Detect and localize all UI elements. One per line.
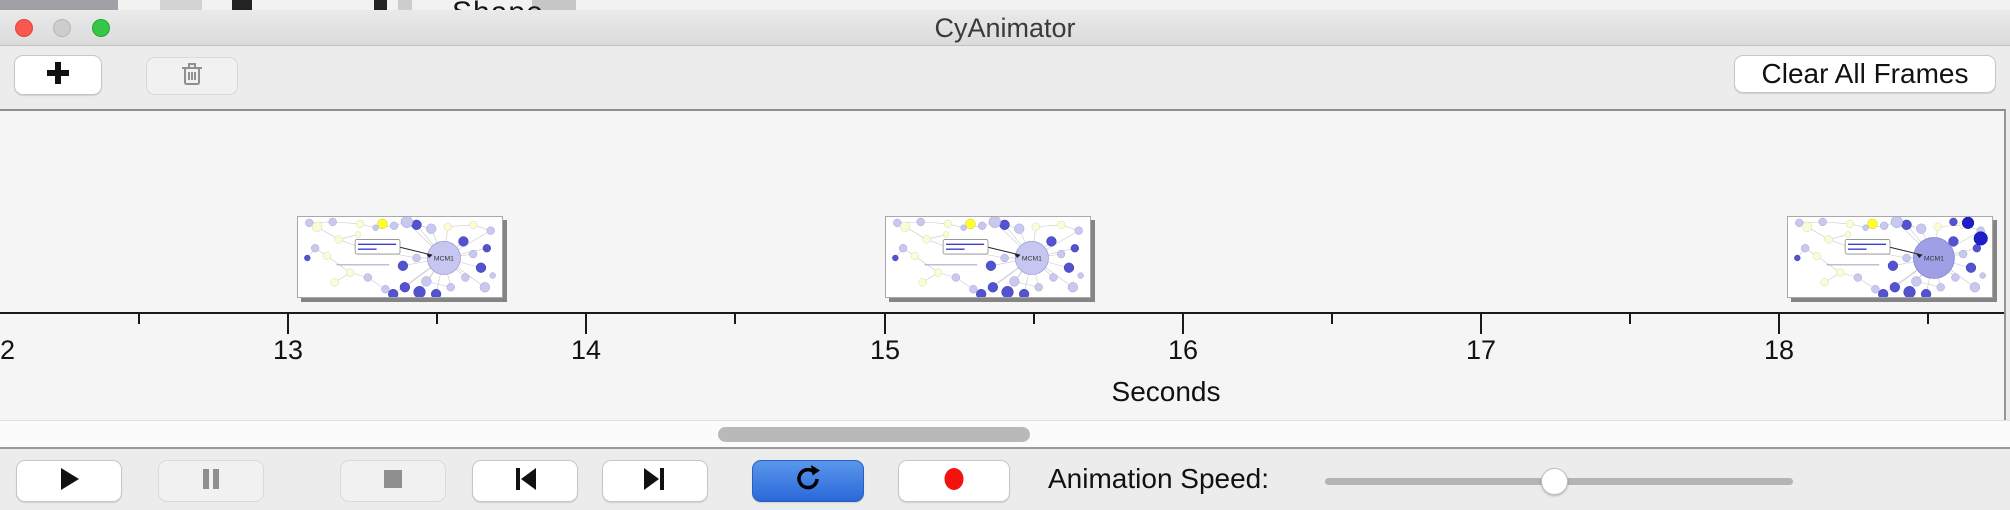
background-window-strip: Shape (0, 0, 2010, 10)
major-tick (585, 314, 587, 334)
scrollbar-thumb[interactable] (718, 427, 1030, 442)
tick-label: 17 (1465, 335, 1497, 365)
background-fragment (374, 0, 387, 10)
major-tick (884, 314, 886, 334)
speed-slider-thumb[interactable] (1541, 468, 1569, 495)
trash-icon (177, 59, 207, 94)
skip-to-end-button[interactable] (602, 460, 708, 502)
tick-label: 15 (869, 335, 901, 365)
tick-label: 18 (1763, 335, 1795, 365)
plus-icon (42, 57, 74, 94)
axis-unit-label: Seconds (1111, 376, 1221, 407)
background-fragment (532, 0, 576, 10)
background-partial-text: Shape (452, 0, 544, 10)
background-fragment (232, 0, 252, 10)
skip-end-icon (640, 465, 670, 498)
timeline-panel[interactable]: MCM1 MCM1 MCM1 2 13 14 15 16 17 18 Seconds (0, 109, 2006, 420)
animation-speed-label: Animation Speed: (1048, 463, 1270, 494)
minor-tick (1033, 314, 1035, 324)
stop-button[interactable] (340, 460, 446, 502)
tick-label: 13 (272, 335, 304, 365)
tick-label: 16 (1167, 335, 1199, 365)
minor-tick (734, 314, 736, 324)
background-fragment (160, 0, 202, 10)
svg-text:MCM1: MCM1 (1924, 255, 1944, 262)
close-button[interactable] (15, 19, 33, 37)
timeline-scrollbar[interactable] (0, 420, 2010, 447)
minor-tick (1331, 314, 1333, 324)
minor-tick (436, 314, 438, 324)
zoom-button[interactable] (92, 19, 110, 37)
minimize-button[interactable] (53, 19, 71, 37)
minor-tick (1927, 314, 1929, 324)
title-bar: CyAnimator (0, 10, 2010, 46)
major-tick (1778, 314, 1780, 334)
major-tick (1182, 314, 1184, 334)
pause-icon (197, 465, 225, 498)
skip-to-start-button[interactable] (472, 460, 578, 502)
play-icon (55, 465, 83, 498)
minor-tick (1629, 314, 1631, 324)
clear-all-frames-button[interactable]: Clear All Frames (1734, 55, 1996, 93)
tick-label: 14 (570, 335, 602, 365)
frame-thumbnail[interactable]: MCM1 (1787, 216, 1993, 298)
clear-all-frames-label: Clear All Frames (1761, 58, 1969, 89)
timeline-axis-line (0, 312, 2004, 314)
pause-button[interactable] (158, 460, 264, 502)
tick-label: 2 (0, 335, 16, 365)
major-tick (287, 314, 289, 334)
frame-thumbnail[interactable]: MCM1 (885, 216, 1091, 298)
play-button[interactable] (16, 460, 122, 502)
playback-control-bar: Animation Speed: (0, 447, 2010, 510)
record-button[interactable] (898, 460, 1010, 502)
window-title: CyAnimator (934, 13, 1076, 43)
stop-icon (379, 465, 407, 498)
minor-tick (138, 314, 140, 324)
background-fragment (398, 0, 412, 10)
loop-icon (793, 464, 823, 499)
loop-button[interactable] (752, 460, 864, 502)
major-tick (1480, 314, 1482, 334)
add-frame-button[interactable] (14, 55, 102, 95)
background-fragment (0, 0, 118, 10)
frame-thumbnail[interactable]: MCM1 (297, 216, 503, 298)
frame-toolbar: Clear All Frames (0, 46, 2010, 109)
delete-frame-button[interactable] (146, 57, 238, 95)
record-icon (940, 465, 968, 498)
svg-text:MCM1: MCM1 (1022, 255, 1042, 262)
svg-text:MCM1: MCM1 (434, 255, 454, 262)
skip-start-icon (510, 465, 540, 498)
